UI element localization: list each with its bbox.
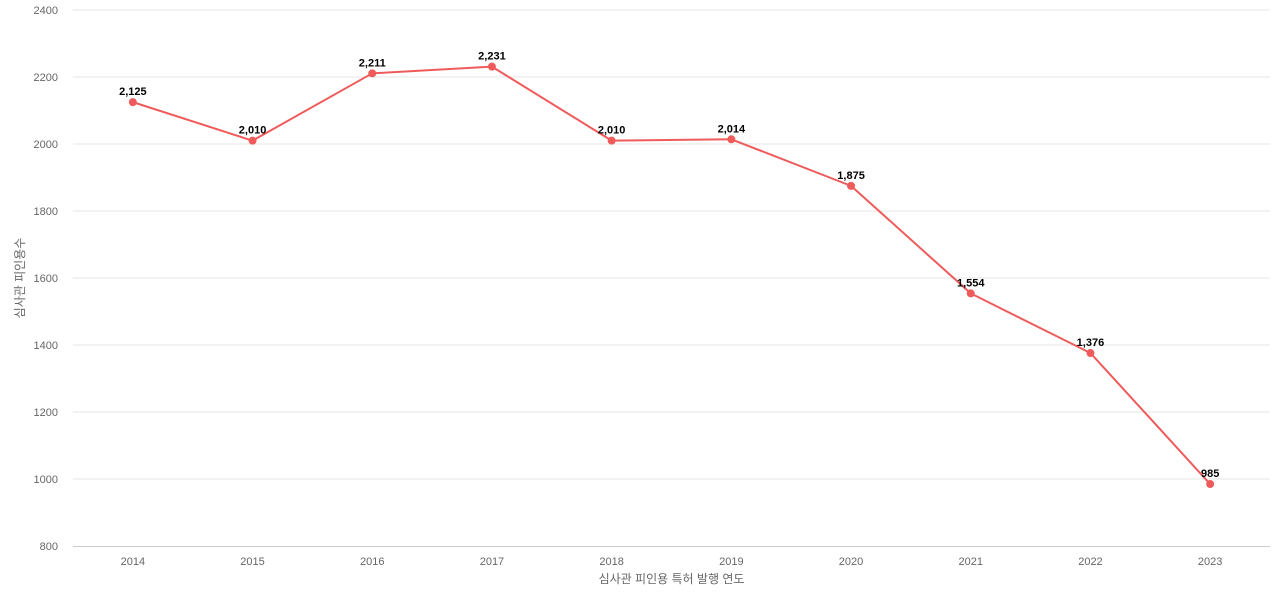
data-label: 1,554 bbox=[957, 277, 985, 289]
x-tick-label: 2020 bbox=[839, 556, 863, 568]
data-label: 1,875 bbox=[837, 170, 865, 182]
data-point[interactable] bbox=[727, 135, 736, 144]
data-label: 985 bbox=[1201, 468, 1219, 480]
data-label: 2,010 bbox=[598, 125, 626, 137]
data-point[interactable] bbox=[1206, 480, 1215, 489]
data-point[interactable] bbox=[368, 69, 377, 78]
data-label: 2,010 bbox=[239, 125, 267, 137]
y-axis-title: 심사관 피인용수 bbox=[13, 238, 27, 319]
x-tick-label: 2023 bbox=[1198, 556, 1222, 568]
x-tick-label: 2015 bbox=[240, 556, 264, 568]
data-point[interactable] bbox=[966, 289, 975, 298]
y-tick-label: 2200 bbox=[34, 72, 58, 84]
y-axis-ticks: 800 1000 1200 1400 1600 1800 2000 2200 2400 bbox=[34, 5, 58, 553]
y-tick-label: 2400 bbox=[34, 5, 58, 17]
data-point[interactable] bbox=[607, 136, 616, 145]
x-tick-label: 2021 bbox=[959, 556, 983, 568]
y-tick-label: 1000 bbox=[34, 474, 58, 486]
series-line bbox=[132, 65, 1211, 485]
data-point[interactable] bbox=[248, 136, 257, 145]
series-layer bbox=[128, 62, 1215, 489]
y-tick-label: 800 bbox=[40, 541, 58, 553]
x-tick-label: 2019 bbox=[719, 556, 743, 568]
x-tick-label: 2014 bbox=[121, 556, 145, 568]
x-tick-label: 2018 bbox=[599, 556, 623, 568]
data-label: 2,014 bbox=[718, 123, 746, 135]
x-tick-label: 2017 bbox=[480, 556, 504, 568]
gridlines bbox=[73, 9, 1270, 480]
y-tick-label: 1200 bbox=[34, 407, 58, 419]
data-labels: 2,125 2,010 2,211 2,231 2,010 2,014 1,875 1,554… bbox=[119, 51, 1219, 480]
data-label: 2,231 bbox=[478, 51, 506, 63]
x-tick-label: 2022 bbox=[1078, 556, 1102, 568]
x-tick-label: 2016 bbox=[360, 556, 384, 568]
y-tick-label: 1400 bbox=[34, 340, 58, 352]
data-point[interactable] bbox=[487, 62, 496, 71]
data-point[interactable] bbox=[847, 181, 856, 190]
data-point[interactable] bbox=[1086, 349, 1095, 358]
y-tick-label: 2000 bbox=[34, 139, 58, 151]
data-label: 1,376 bbox=[1077, 337, 1105, 349]
data-label: 2,211 bbox=[359, 57, 386, 69]
y-tick-label: 1600 bbox=[34, 273, 58, 285]
x-axis-ticks: 2014 2015 2016 2017 2018 2019 2020 2021 2022 2023 bbox=[121, 556, 1223, 568]
data-point[interactable] bbox=[128, 98, 137, 107]
x-axis-title: 심사관 피인용 특허 발행 연도 bbox=[599, 571, 745, 586]
y-tick-label: 1800 bbox=[34, 206, 58, 218]
data-label: 2,125 bbox=[119, 86, 147, 98]
